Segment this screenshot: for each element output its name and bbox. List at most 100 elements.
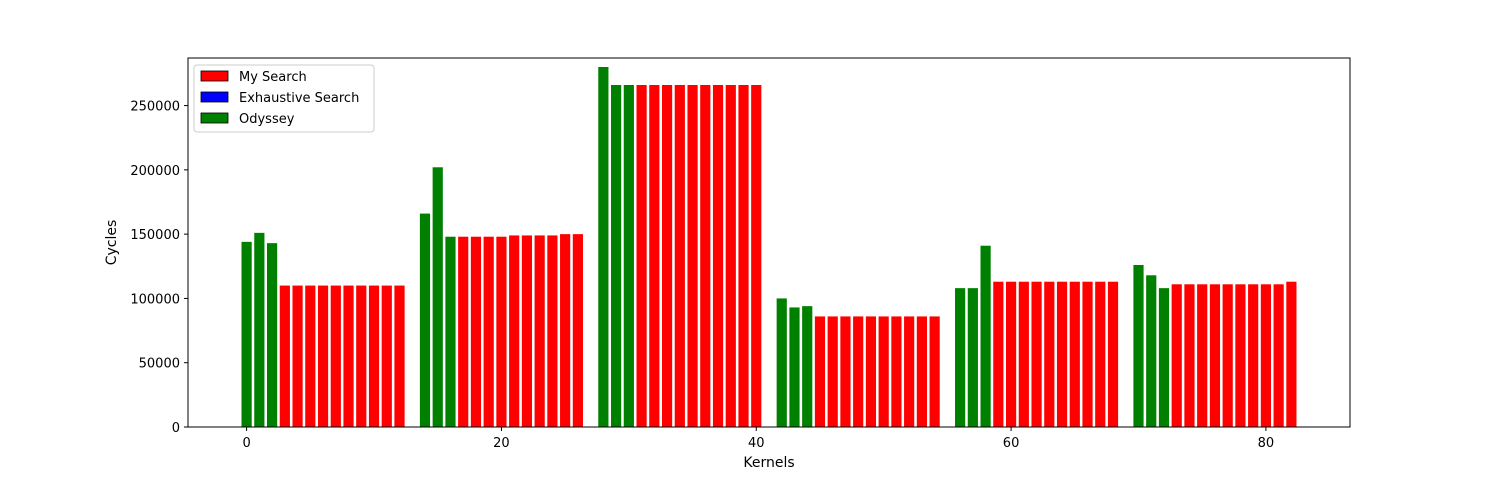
bar-my-search-34 [674, 85, 685, 427]
bar-my-search-38 [725, 85, 736, 427]
bar-odyssey-43 [789, 307, 800, 427]
bar-my-search-32 [649, 85, 660, 427]
bar-odyssey-16 [445, 236, 456, 427]
bar-my-search-46 [827, 316, 838, 427]
bar-my-search-51 [891, 316, 902, 427]
bar-my-search-52 [904, 316, 915, 427]
bar-my-search-75 [1197, 284, 1208, 427]
bar-my-search-64 [1056, 281, 1068, 427]
legend: My Search Exhaustive Search Odyssey [193, 64, 375, 133]
bar-odyssey-2 [267, 243, 278, 427]
bar-odyssey-44 [802, 306, 813, 427]
bar-my-search-54 [929, 316, 940, 427]
bar-my-search-48 [853, 316, 864, 427]
bar-my-search-81 [1273, 284, 1284, 427]
legend-swatch [200, 112, 229, 124]
x-axis-ticks: 0 20 40 60 80 [242, 427, 1274, 451]
bar-my-search-35 [687, 85, 698, 427]
legend-label: Odyssey [239, 112, 295, 127]
bar-my-search-45 [814, 316, 826, 427]
bar-my-search-53 [916, 316, 927, 427]
x-tick-label: 60 [1003, 436, 1020, 451]
bar-odyssey-0 [241, 241, 252, 427]
bar-odyssey-30 [623, 85, 634, 427]
bar-my-search-67 [1095, 281, 1106, 427]
x-tick-label: 20 [493, 436, 510, 451]
y-tick-label: 250000 [130, 100, 180, 115]
bar-my-search-82 [1286, 281, 1297, 427]
bar-odyssey-58 [980, 245, 991, 427]
bar-my-search-26 [572, 234, 583, 427]
bar-my-search-31 [636, 85, 647, 427]
bar-my-search-73 [1171, 284, 1182, 427]
bar-my-search-10 [368, 285, 380, 427]
bar-my-search-40 [751, 85, 762, 427]
bar-my-search-61 [1018, 281, 1029, 427]
plot-frame [187, 57, 1351, 428]
bar-my-search-3 [279, 285, 290, 427]
bar-my-search-23 [534, 235, 545, 427]
bar-odyssey-1 [254, 232, 265, 427]
bar-my-search-21 [509, 235, 520, 427]
bar-odyssey-42 [776, 298, 787, 427]
bar-my-search-20 [496, 236, 507, 427]
bar-my-search-4 [292, 285, 303, 427]
x-tick-label: 0 [242, 436, 250, 451]
y-tick-label: 0 [172, 421, 180, 436]
y-axis-ticks: 0 50000 100000 150000 200000 250000 [130, 100, 188, 436]
bar-odyssey-70 [1133, 265, 1144, 427]
bar-my-search-49 [865, 316, 877, 427]
bar-my-search-78 [1235, 284, 1246, 427]
bar-odyssey-57 [967, 288, 978, 427]
legend-frame [193, 64, 375, 133]
bar-odyssey-14 [419, 213, 431, 427]
bar-my-search-60 [1005, 281, 1017, 427]
y-tick-label: 200000 [130, 164, 180, 179]
bar-my-search-25 [560, 234, 571, 427]
bar-my-search-37 [712, 85, 724, 427]
bar-my-search-63 [1044, 281, 1055, 427]
bar-my-search-39 [738, 85, 749, 427]
bar-odyssey-28 [598, 67, 609, 427]
bar-my-search-18 [470, 236, 482, 427]
bar-my-search-12 [394, 285, 405, 427]
y-tick-label: 150000 [130, 228, 180, 243]
bar-my-search-36 [700, 85, 711, 427]
y-tick-label: 100000 [130, 292, 180, 307]
bar-odyssey-72 [1158, 288, 1170, 427]
bar-odyssey-71 [1146, 275, 1157, 427]
bar-my-search-8 [343, 285, 354, 427]
legend-swatch [200, 70, 229, 82]
legend-label: Exhaustive Search [239, 91, 359, 106]
bar-my-search-77 [1222, 284, 1233, 427]
bar-odyssey-56 [955, 288, 966, 427]
bar-my-search-62 [1031, 281, 1042, 427]
y-axis-label: Cycles [104, 220, 120, 266]
x-axis-label: Kernels [743, 455, 794, 471]
x-tick-label: 80 [1258, 436, 1275, 451]
bar-my-search-11 [381, 285, 392, 427]
legend-label: My Search [239, 70, 307, 85]
bar-my-search-47 [840, 316, 851, 427]
bar-odyssey-29 [611, 85, 622, 427]
bar-my-search-80 [1260, 284, 1271, 427]
bar-my-search-17 [458, 236, 469, 427]
bar-my-search-79 [1248, 284, 1259, 427]
x-tick-label: 40 [748, 436, 765, 451]
y-tick-label: 50000 [139, 357, 180, 372]
bar-my-search-74 [1184, 284, 1195, 427]
bar-my-search-5 [305, 285, 316, 427]
bar-my-search-6 [317, 285, 329, 427]
bar-my-search-50 [878, 316, 889, 427]
bar-my-search-24 [547, 235, 558, 427]
bar-my-search-66 [1082, 281, 1093, 427]
bar-odyssey-15 [432, 167, 443, 428]
bar-my-search-9 [356, 285, 367, 427]
bar-my-search-22 [521, 235, 533, 427]
bar-my-search-68 [1107, 281, 1119, 427]
bars-group [241, 67, 1297, 428]
bar-my-search-76 [1209, 284, 1221, 427]
legend-swatch [200, 91, 229, 103]
bar-my-search-59 [993, 281, 1004, 427]
